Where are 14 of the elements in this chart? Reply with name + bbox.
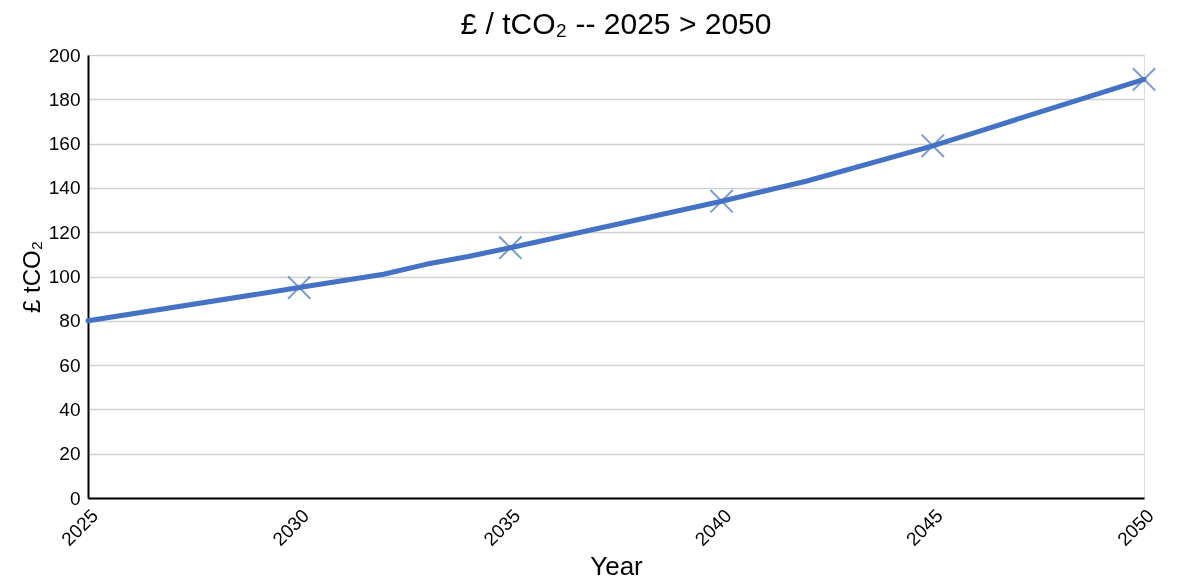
y-tick-label: 100 bbox=[48, 266, 81, 287]
x-axis-title: Year bbox=[590, 550, 644, 581]
y-tick-label: 160 bbox=[48, 133, 81, 155]
y-tick-label: 200 bbox=[48, 44, 81, 66]
y-tick-label: 40 bbox=[59, 398, 81, 420]
y-tick-label: 140 bbox=[48, 177, 81, 199]
y-tick-label: 0 bbox=[69, 487, 81, 509]
y-axis-title: £ tCO₂ bbox=[17, 241, 45, 313]
y-tick-label: 20 bbox=[59, 443, 81, 465]
y-tick-label: 80 bbox=[59, 310, 81, 332]
y-tick-label: 60 bbox=[59, 354, 81, 376]
y-tick-label: 120 bbox=[48, 221, 81, 243]
y-tick-label: 180 bbox=[48, 88, 81, 110]
chart-title: £ / tCO₂ -- 2025 > 2050 bbox=[460, 7, 772, 40]
